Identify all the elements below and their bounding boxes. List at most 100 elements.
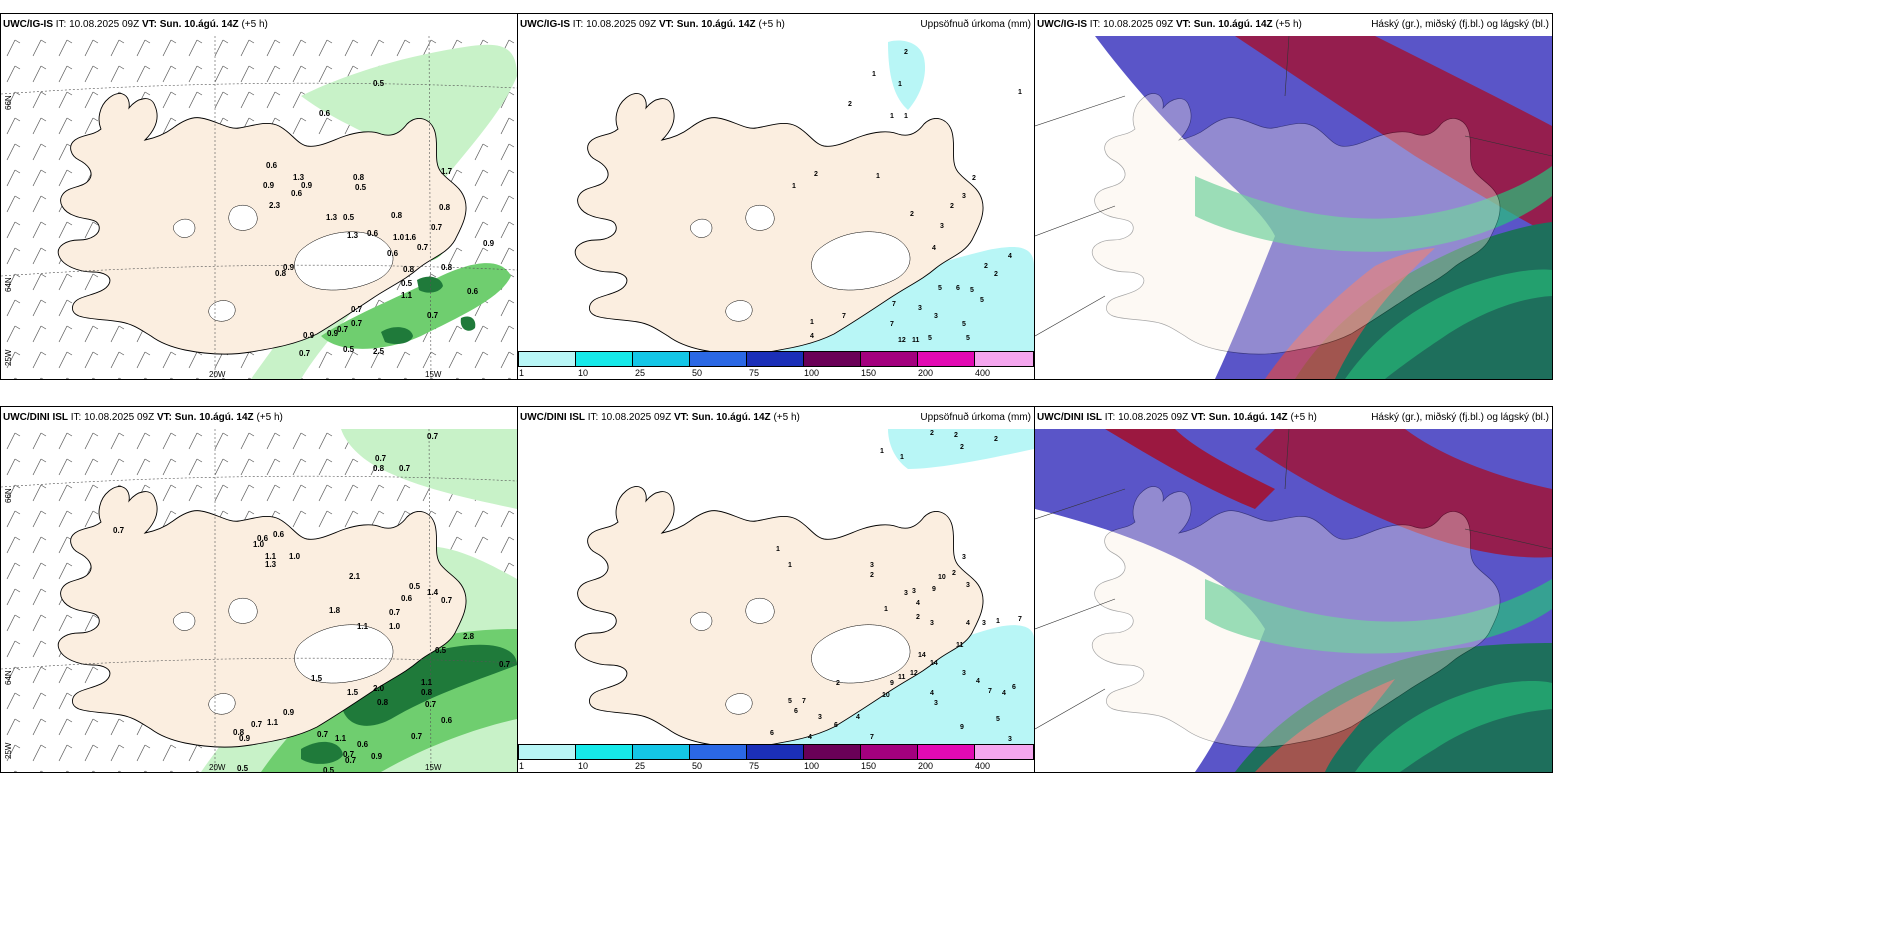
svg-text:1.0: 1.0 (289, 552, 301, 561)
svg-text:0.8: 0.8 (233, 728, 245, 737)
cb-swatch (803, 351, 861, 367)
svg-text:1: 1 (884, 606, 888, 613)
svg-text:0.8: 0.8 (403, 265, 415, 274)
init-time: 10.08.2025 09Z (69, 19, 140, 30)
svg-text:1: 1 (810, 319, 814, 326)
svg-text:2.1: 2.1 (349, 572, 361, 581)
svg-text:1.3: 1.3 (293, 173, 305, 182)
svg-text:1: 1 (788, 562, 792, 569)
panel-header: UWC/DINI ISL IT: 10.08.2025 09Z VT: Sun.… (3, 412, 283, 423)
cb-swatch (917, 351, 975, 367)
svg-text:5: 5 (962, 321, 966, 328)
svg-text:10: 10 (938, 574, 946, 581)
svg-text:0.6: 0.6 (367, 229, 379, 238)
svg-text:3: 3 (904, 590, 908, 597)
svg-text:3: 3 (966, 582, 970, 589)
panel-header: UWC/IG-IS IT: 10.08.2025 09Z VT: Sun. 10… (518, 14, 1034, 36)
svg-text:1.1: 1.1 (265, 552, 277, 561)
svg-text:1.8: 1.8 (329, 606, 341, 615)
svg-text:0.5: 0.5 (409, 582, 421, 591)
svg-text:0.9: 0.9 (327, 329, 339, 338)
svg-text:0.7: 0.7 (343, 750, 355, 759)
svg-text:7: 7 (870, 734, 874, 741)
svg-text:2: 2 (972, 175, 976, 182)
svg-text:0.8: 0.8 (439, 203, 451, 212)
svg-text:6: 6 (1012, 684, 1016, 691)
svg-text:1: 1 (996, 618, 1000, 625)
svg-text:0.7: 0.7 (399, 464, 411, 473)
svg-text:5: 5 (996, 716, 1000, 723)
svg-text:14: 14 (930, 660, 938, 667)
cb-swatch (974, 744, 1034, 760)
svg-text:2: 2 (916, 614, 920, 621)
svg-text:2.8: 2.8 (463, 632, 475, 641)
svg-text:0.9: 0.9 (263, 181, 275, 190)
svg-text:0.8: 0.8 (391, 211, 403, 220)
svg-text:0.6: 0.6 (257, 534, 269, 543)
svg-text:1.4: 1.4 (427, 588, 439, 597)
svg-text:0.7: 0.7 (113, 526, 125, 535)
svg-text:0.5: 0.5 (373, 79, 385, 88)
svg-text:1.0: 1.0 (393, 233, 405, 242)
cb-swatch (746, 351, 804, 367)
cloud-map (1035, 429, 1552, 772)
cb-swatch (632, 351, 690, 367)
svg-text:2: 2 (984, 263, 988, 270)
svg-text:9: 9 (932, 586, 936, 593)
cb-swatch (575, 744, 633, 760)
svg-text:0.6: 0.6 (291, 189, 303, 198)
svg-text:0.7: 0.7 (337, 325, 349, 334)
svg-text:4: 4 (932, 245, 936, 252)
svg-text:3: 3 (982, 620, 986, 627)
svg-text:2: 2 (994, 436, 998, 443)
svg-text:1.1: 1.1 (357, 622, 369, 631)
svg-text:5: 5 (938, 285, 942, 292)
svg-text:3: 3 (962, 670, 966, 677)
svg-text:1: 1 (900, 454, 904, 461)
svg-text:0.7: 0.7 (441, 596, 453, 605)
svg-text:1: 1 (904, 113, 908, 120)
svg-text:1.3: 1.3 (265, 560, 277, 569)
wind-map: 0.70.70.8 0.70.70.6 0.61.01.1 1.01.32.1 … (1, 429, 517, 772)
svg-text:4: 4 (808, 734, 812, 741)
panel-dini-precip: UWC/DINI ISL IT: 10.08.2025 09Z VT: Sun.… (517, 406, 1035, 773)
svg-text:7: 7 (1018, 616, 1022, 623)
svg-text:1: 1 (1018, 89, 1022, 96)
svg-text:4: 4 (856, 714, 860, 721)
cb-swatch (860, 351, 918, 367)
svg-text:0.7: 0.7 (317, 730, 329, 739)
svg-text:6: 6 (834, 722, 838, 729)
svg-text:0.6: 0.6 (441, 716, 453, 725)
svg-text:4: 4 (1008, 253, 1012, 260)
cb-swatch (974, 351, 1034, 367)
svg-text:4: 4 (930, 690, 934, 697)
cloud-title: Háský (gr.), miðský (fj.bl.) og lágský (… (1371, 19, 1549, 30)
svg-text:1.0: 1.0 (253, 540, 265, 549)
svg-text:1: 1 (880, 448, 884, 455)
wind-map: 0.50.60.6 1.30.90.9 0.60.80.5 1.72.31.3 … (1, 36, 517, 379)
svg-text:0.5: 0.5 (401, 279, 413, 288)
cb-swatch (632, 744, 690, 760)
svg-text:0.9: 0.9 (283, 708, 295, 717)
svg-text:3: 3 (934, 313, 938, 320)
svg-text:9: 9 (960, 724, 964, 731)
svg-text:1.3: 1.3 (347, 231, 359, 240)
svg-text:0.6: 0.6 (357, 740, 369, 749)
svg-text:0.7: 0.7 (411, 732, 423, 741)
svg-text:1.0: 1.0 (389, 622, 401, 631)
svg-text:0.8: 0.8 (373, 464, 385, 473)
svg-text:7: 7 (988, 688, 992, 695)
svg-text:0.7: 0.7 (427, 311, 439, 320)
svg-text:0.7: 0.7 (427, 432, 439, 441)
svg-text:2: 2 (904, 49, 908, 56)
svg-text:1.1: 1.1 (267, 718, 279, 727)
svg-text:2: 2 (954, 432, 958, 439)
svg-text:12: 12 (898, 337, 906, 344)
svg-text:0.6: 0.6 (467, 287, 479, 296)
cb-swatch (689, 744, 747, 760)
svg-text:1.1: 1.1 (421, 678, 433, 687)
svg-text:1.1: 1.1 (401, 291, 413, 300)
svg-text:2.3: 2.3 (269, 201, 281, 210)
svg-text:3: 3 (818, 714, 822, 721)
svg-text:0.7: 0.7 (251, 720, 263, 729)
